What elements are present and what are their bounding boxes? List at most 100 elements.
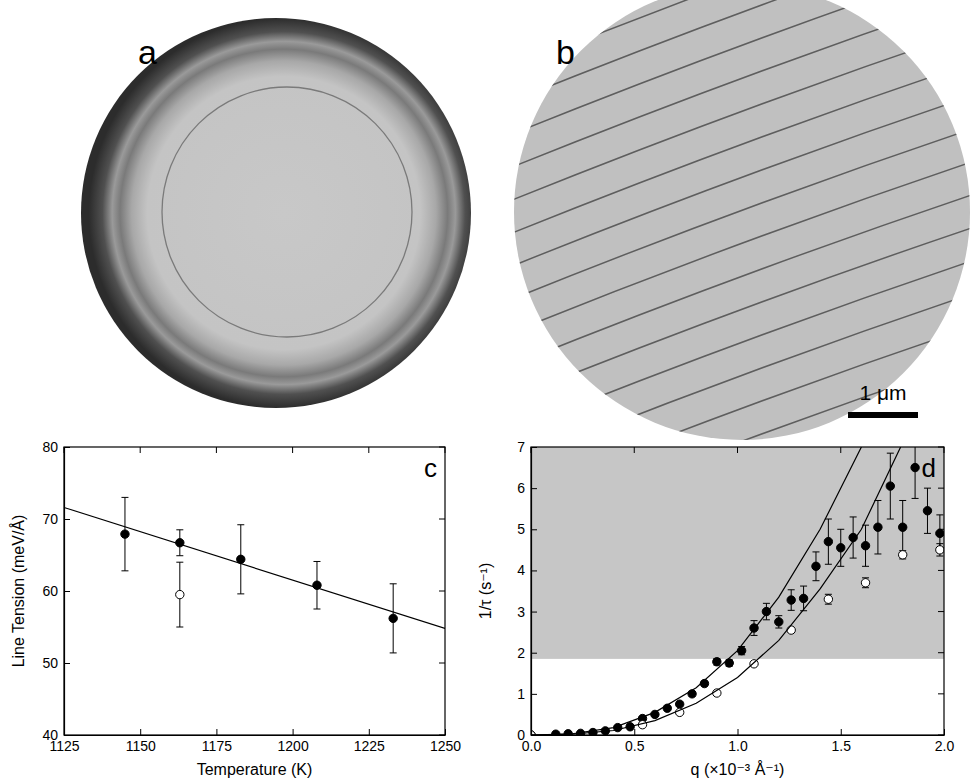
- tick-label: 1250: [430, 738, 461, 754]
- tick-label: 2.0: [935, 738, 955, 754]
- atomic-step: [500, 0, 971, 106]
- error-bar: [825, 519, 832, 564]
- tick: 50: [42, 655, 70, 671]
- plot-area: [531, 447, 944, 735]
- tick-mark-mirror: [944, 447, 945, 453]
- data-point: [675, 700, 683, 708]
- tick-label: 1150: [126, 738, 156, 754]
- x-axis-title: q (×10⁻³ Å⁻¹): [691, 760, 785, 778]
- tick-mark-mirror: [938, 488, 944, 489]
- atomic-step: [500, 90, 971, 271]
- error-bar: [176, 530, 183, 556]
- error-bar: [924, 488, 931, 533]
- tick: 80: [42, 439, 70, 455]
- error-bar: [862, 578, 869, 588]
- chart-c: 1125115011751200122512504050607080Temper…: [9, 439, 461, 778]
- x-axis-title: Temperature (K): [197, 761, 313, 778]
- tick: 1250: [430, 729, 461, 754]
- axis-line: [532, 735, 945, 736]
- atomic-step: [500, 24, 971, 205]
- error-bar: [313, 561, 320, 609]
- tick-mark-mirror: [439, 447, 445, 448]
- tick-label: 1: [517, 686, 525, 702]
- atomic-step: [500, 57, 971, 238]
- tick: 0: [517, 727, 537, 743]
- error-bar: [874, 500, 881, 553]
- fit-line: [64, 507, 445, 628]
- tick: 4: [517, 562, 537, 578]
- error-bar: [237, 525, 244, 594]
- tick: 0.5: [625, 729, 645, 754]
- error-bar: [936, 544, 943, 556]
- data-point: [861, 579, 869, 587]
- data-point: [176, 590, 184, 598]
- tick-mark-mirror: [737, 447, 738, 453]
- error-bar: [775, 616, 782, 628]
- data-point: [861, 542, 869, 550]
- tick-mark-mirror: [439, 735, 445, 736]
- tick-label: 6: [517, 480, 525, 496]
- atomic-step: [500, 255, 971, 436]
- tick: 1: [517, 686, 537, 702]
- tick-mark-mirror: [140, 447, 141, 453]
- data-point: [737, 646, 745, 654]
- tick-mark: [531, 488, 537, 489]
- tick-mark-mirror: [368, 447, 369, 453]
- data-point: [911, 463, 919, 471]
- data-point: [923, 507, 931, 515]
- plot-frame: [64, 447, 445, 735]
- data-point: [787, 596, 795, 604]
- tick-label: 3: [517, 604, 525, 620]
- error-bar: [899, 551, 906, 559]
- tick-mark: [64, 447, 70, 448]
- tick: 1.5: [832, 729, 852, 754]
- tick: 1150: [126, 729, 156, 754]
- tick-mark: [531, 653, 537, 654]
- tick-label: 1.0: [728, 738, 748, 754]
- tick-mark: [531, 447, 537, 448]
- x-axis: 112511501175120012251250: [49, 729, 461, 754]
- tick: 1225: [354, 729, 385, 754]
- error-bar: [812, 552, 819, 581]
- tick-mark-mirror: [439, 591, 445, 592]
- panel-label: a: [138, 33, 157, 71]
- error-bar: [788, 590, 795, 611]
- error-bar: [837, 529, 844, 566]
- tick-mark-mirror: [938, 570, 944, 571]
- domain-boundary: [162, 87, 412, 337]
- data-point: [787, 626, 795, 634]
- data-point: [899, 551, 907, 559]
- micrograph-disk: [514, 0, 970, 440]
- error-bar: [390, 584, 397, 653]
- series: [176, 562, 184, 627]
- tick: 1175: [202, 729, 232, 754]
- tick: 7: [517, 439, 537, 455]
- tick-label: 60: [42, 583, 58, 599]
- tick-mark: [64, 591, 70, 592]
- data-point: [812, 562, 820, 570]
- tick-mark: [738, 729, 739, 735]
- tick-mark-mirror: [439, 663, 445, 664]
- tick-label: 0: [517, 727, 525, 743]
- error-bar: [121, 497, 128, 570]
- tick: 2: [517, 645, 537, 661]
- tick-label: 4: [517, 562, 525, 578]
- tick: 1.0: [728, 729, 748, 754]
- tick-label: 40: [42, 727, 58, 743]
- data-point: [824, 537, 832, 545]
- tick: 2.0: [935, 729, 955, 754]
- tick-label: 1175: [202, 738, 232, 754]
- data-point: [899, 523, 907, 531]
- atomic-step: [500, 156, 971, 337]
- tick-mark: [944, 729, 945, 735]
- tick-label: 1.5: [832, 738, 852, 754]
- y-axis: 01234567: [517, 439, 537, 743]
- y-axis: 4050607080: [42, 439, 70, 743]
- tick-mark: [140, 729, 141, 735]
- data-point: [775, 618, 783, 626]
- data-point: [389, 614, 397, 622]
- panel-label: d: [922, 453, 936, 483]
- data-point: [688, 690, 696, 698]
- tick: 6: [517, 480, 537, 496]
- series: [531, 447, 944, 735]
